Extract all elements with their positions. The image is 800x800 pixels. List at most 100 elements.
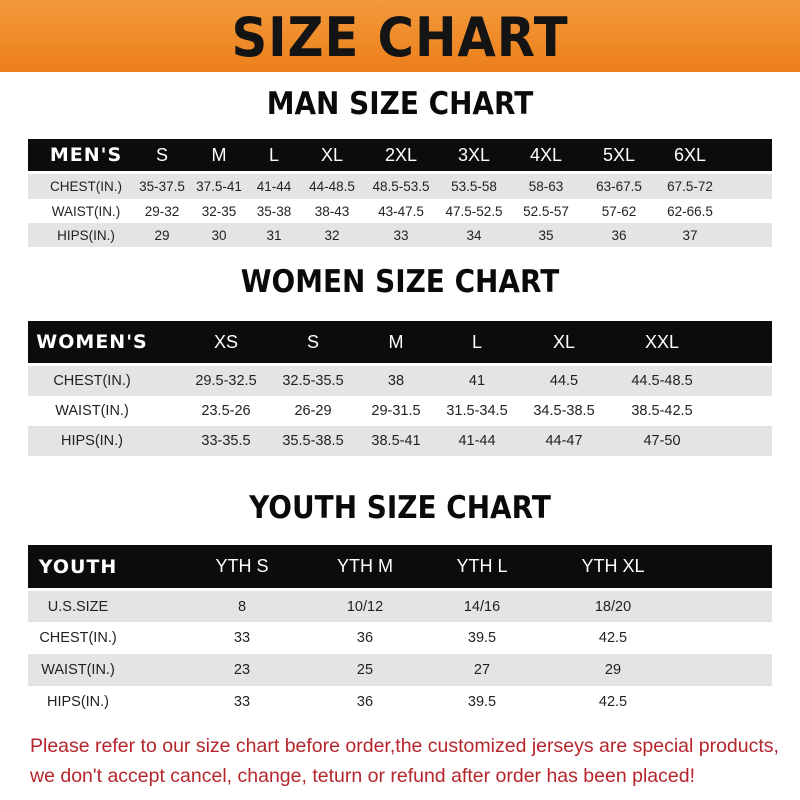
size-header: L <box>471 331 483 352</box>
measurement-value: 35-38 <box>256 203 292 219</box>
measurement-value: 62-66.5 <box>667 203 713 219</box>
banner-title: SIZE CHART <box>231 6 569 69</box>
size-header: S <box>155 144 169 165</box>
measurement-value: 29-32 <box>144 203 180 219</box>
women-section-title: WOMEN SIZE CHART <box>240 264 560 300</box>
measurement-value: 52.5-57 <box>523 203 569 219</box>
measurement-label: HIPS(IN.) <box>60 433 124 449</box>
measurement-value: 35.5-38.5 <box>282 433 344 449</box>
measurement-value: 25 <box>356 662 374 678</box>
measurement-value: 44.5 <box>549 373 579 389</box>
measurement-value: 29-31.5 <box>371 403 421 419</box>
measurement-value: 31 <box>266 227 282 243</box>
notice-line-2: we don't accept cancel, change, teturn o… <box>30 765 695 787</box>
measurement-value: 23 <box>233 662 251 678</box>
measurement-value: 32.5-35.5 <box>282 373 344 389</box>
measurement-value: 38-43 <box>314 203 350 219</box>
measurement-value: 10/12 <box>346 598 384 615</box>
size-header: XL <box>552 331 576 352</box>
measurement-value: 48.5-53.5 <box>372 179 430 194</box>
measurement-value: 58-63 <box>528 179 564 194</box>
youth-table-row: U.S.SIZE 8 10/12 14/16 18/20 <box>28 591 772 622</box>
measurement-value: 33 <box>393 227 409 243</box>
measurement-value: 30 <box>211 227 227 243</box>
men-header-row: MEN'S S M L XL 2XL 3XL 4XL 5XL 6XL <box>28 139 772 171</box>
size-header: YTH M <box>337 556 393 576</box>
size-header: M <box>211 144 227 165</box>
measurement-value: 35-37.5 <box>139 179 185 194</box>
measurement-value: 26-29 <box>294 403 332 419</box>
size-header: L <box>268 144 280 165</box>
measurement-value: 63-67.5 <box>596 179 642 194</box>
measurement-value: 57-62 <box>601 203 637 219</box>
size-header: YTH S <box>215 556 269 576</box>
size-header: S <box>306 331 320 352</box>
measurement-value: 47.5-52.5 <box>445 203 503 219</box>
measurement-value: 37.5-41 <box>196 179 242 194</box>
size-header: 4XL <box>529 144 563 165</box>
size-header: XS <box>213 331 239 352</box>
measurement-value: 36 <box>356 630 374 646</box>
size-header: YTH XL <box>581 556 645 576</box>
measurement-value: 27 <box>473 662 491 678</box>
measurement-label: U.S.SIZE <box>47 598 109 615</box>
youth-table-row: WAIST(IN.) 23 25 27 29 <box>28 654 772 686</box>
measurement-label: WAIST(IN.) <box>55 403 129 419</box>
men-table-row: CHEST(IN.) 35-37.5 37.5-41 41-44 44-48.5 48.5… <box>28 174 772 199</box>
size-header: M <box>388 331 404 352</box>
measurement-value: 36 <box>611 227 627 243</box>
youth-header-label: YOUTH <box>38 555 118 578</box>
measurement-label: HIPS(IN.) <box>46 694 110 710</box>
youth-header-row: YOUTH YTH S YTH M YTH L YTH XL <box>28 545 772 588</box>
size-chart-banner: SIZE CHART <box>0 0 800 72</box>
measurement-value: 34.5-38.5 <box>533 403 595 419</box>
measurement-value: 38.5-42.5 <box>631 403 693 419</box>
measurement-value: 33 <box>233 630 251 646</box>
youth-table-row: CHEST(IN.) 33 36 39.5 42.5 <box>28 622 772 654</box>
measurement-value: 44.5-48.5 <box>631 373 693 389</box>
measurement-value: 53.5-58 <box>451 179 497 194</box>
measurement-value: 42.5 <box>598 630 628 646</box>
size-header: 2XL <box>384 144 418 165</box>
measurement-value: 8 <box>237 598 247 615</box>
measurement-label: CHEST(IN.) <box>53 373 131 389</box>
youth-table-row: HIPS(IN.) 33 36 39.5 42.5 <box>28 686 772 718</box>
measurement-label: CHEST(IN.) <box>50 179 122 194</box>
measurement-value: 34 <box>466 227 482 243</box>
men-header-label: MEN'S <box>49 144 123 166</box>
measurement-value: 42.5 <box>598 694 628 710</box>
measurement-value: 47-50 <box>643 433 681 449</box>
measurement-value: 37 <box>682 227 698 243</box>
measurement-value: 29 <box>604 662 622 678</box>
measurement-value: 32 <box>324 227 340 243</box>
measurement-value: 39.5 <box>467 630 497 646</box>
measurement-value: 31.5-34.5 <box>446 403 508 419</box>
notice-line-1: Please refer to our size chart before or… <box>30 735 779 757</box>
women-header-row: WOMEN'S XS S M L XL XXL <box>28 321 772 363</box>
measurement-value: 32-35 <box>201 203 237 219</box>
measurement-value: 38 <box>387 373 405 389</box>
youth-section-title: YOUTH SIZE CHART <box>249 490 551 526</box>
measurement-value: 43-47.5 <box>378 203 424 219</box>
women-table-row: WAIST(IN.) 23.5-26 26-29 29-31.5 31.5-34.5 34… <box>28 396 772 426</box>
women-size-table: WOMEN'S XS S M L XL XXL CHEST(IN.) 29.5-32.5 32.5… <box>28 321 772 456</box>
measurement-value: 44-47 <box>545 433 583 449</box>
measurement-value: 38.5-41 <box>371 433 421 449</box>
measurement-value: 29 <box>154 227 170 243</box>
men-table-row: HIPS(IN.) 29 30 31 32 33 34 35 36 37 <box>28 223 772 247</box>
measurement-value: 23.5-26 <box>201 403 251 419</box>
size-header: 3XL <box>457 144 491 165</box>
measurement-value: 35 <box>538 227 554 243</box>
measurement-value: 33-35.5 <box>201 433 251 449</box>
measurement-value: 41 <box>468 373 486 389</box>
size-header: XXL <box>644 331 680 352</box>
measurement-value: 14/16 <box>463 598 501 615</box>
women-table-row: CHEST(IN.) 29.5-32.5 32.5-35.5 38 41 44.5 44.5… <box>28 366 772 396</box>
measurement-value: 33 <box>233 694 251 710</box>
measurement-label: WAIST(IN.) <box>41 662 115 678</box>
size-header: 5XL <box>602 144 636 165</box>
measurement-value: 29.5-32.5 <box>195 373 257 389</box>
women-table-row: HIPS(IN.) 33-35.5 35.5-38.5 38.5-41 41-44 44-… <box>28 426 772 456</box>
measurement-label: CHEST(IN.) <box>39 630 117 646</box>
youth-size-table: YOUTH YTH S YTH M YTH L YTH XL U.S.SIZE 8 10/12… <box>28 545 772 718</box>
